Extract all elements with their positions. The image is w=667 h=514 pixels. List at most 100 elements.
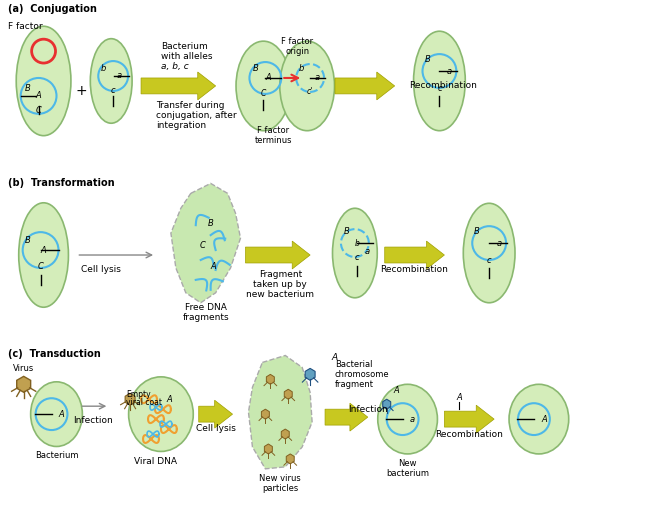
Polygon shape — [325, 403, 368, 431]
Text: Empty: Empty — [126, 390, 151, 399]
Ellipse shape — [414, 31, 466, 131]
Text: c: c — [111, 86, 115, 96]
Text: Bacterium: Bacterium — [35, 451, 78, 461]
Polygon shape — [264, 444, 272, 454]
Text: Bacterium: Bacterium — [161, 42, 207, 51]
Text: Recombination: Recombination — [410, 81, 478, 90]
Text: Recombination: Recombination — [381, 265, 448, 274]
Polygon shape — [171, 183, 241, 303]
Text: fragment: fragment — [335, 380, 374, 389]
Polygon shape — [266, 374, 274, 384]
Text: B: B — [425, 54, 430, 64]
Text: (c)  Transduction: (c) Transduction — [8, 350, 101, 359]
Polygon shape — [17, 376, 31, 392]
Ellipse shape — [279, 41, 334, 131]
Polygon shape — [335, 72, 395, 100]
Polygon shape — [281, 429, 289, 439]
Text: A: A — [211, 263, 217, 271]
Text: F factor: F factor — [257, 126, 289, 135]
Text: c': c' — [307, 87, 313, 97]
Text: A: A — [456, 393, 462, 402]
Text: Cell lysis: Cell lysis — [195, 424, 235, 433]
Text: chromosome: chromosome — [335, 370, 390, 379]
Text: B: B — [253, 64, 258, 72]
Text: b: b — [299, 64, 304, 72]
Polygon shape — [261, 409, 269, 419]
Polygon shape — [284, 389, 292, 399]
Text: a, b, c: a, b, c — [161, 62, 189, 70]
Polygon shape — [383, 399, 391, 409]
Text: Recombination: Recombination — [436, 430, 503, 438]
Text: F factor: F factor — [281, 36, 313, 46]
Text: C: C — [200, 241, 205, 250]
Text: a: a — [496, 238, 502, 248]
Text: Virus: Virus — [13, 364, 34, 373]
Text: A: A — [166, 395, 172, 403]
Text: fragments: fragments — [182, 313, 229, 322]
Text: C: C — [37, 263, 43, 271]
Ellipse shape — [378, 384, 438, 454]
Text: B: B — [25, 84, 31, 94]
Text: c: c — [487, 256, 492, 265]
Text: b: b — [101, 64, 106, 72]
Polygon shape — [245, 241, 310, 269]
Text: B: B — [474, 227, 479, 235]
Text: B: B — [25, 235, 31, 245]
Ellipse shape — [16, 26, 71, 136]
Ellipse shape — [90, 39, 132, 123]
Text: Bacterial: Bacterial — [335, 360, 372, 369]
Text: taken up by: taken up by — [253, 280, 307, 289]
Text: A: A — [36, 91, 41, 100]
Text: a: a — [410, 415, 415, 424]
Polygon shape — [199, 400, 233, 428]
Text: A: A — [394, 386, 400, 395]
Text: a: a — [364, 247, 370, 255]
Text: Free DNA: Free DNA — [185, 303, 227, 312]
Polygon shape — [286, 454, 294, 464]
Text: New: New — [398, 460, 417, 468]
Text: particles: particles — [262, 484, 298, 493]
Text: Infection: Infection — [348, 405, 388, 414]
Text: A: A — [541, 415, 547, 424]
Text: New virus: New virus — [259, 474, 301, 483]
Text: c: c — [437, 84, 442, 94]
Text: +: + — [75, 84, 87, 98]
Text: viral coat: viral coat — [126, 398, 162, 407]
Ellipse shape — [509, 384, 569, 454]
Text: A: A — [332, 353, 338, 362]
Text: new bacterium: new bacterium — [246, 290, 314, 299]
Text: B: B — [208, 218, 213, 228]
Ellipse shape — [19, 203, 69, 307]
Text: Fragment: Fragment — [259, 270, 302, 280]
Text: c: c — [355, 253, 360, 263]
Text: C: C — [35, 106, 41, 115]
Text: with alleles: with alleles — [161, 51, 212, 61]
Text: Viral DNA: Viral DNA — [135, 457, 177, 466]
Polygon shape — [125, 393, 135, 405]
Text: C: C — [261, 89, 266, 98]
Polygon shape — [305, 369, 315, 380]
Text: B: B — [344, 227, 350, 235]
Ellipse shape — [236, 41, 291, 131]
Polygon shape — [444, 405, 494, 433]
Text: F factor: F factor — [8, 22, 43, 31]
Text: A: A — [265, 74, 271, 82]
Text: Transfer during: Transfer during — [156, 101, 225, 111]
Text: b: b — [354, 238, 360, 248]
Text: a: a — [117, 71, 121, 81]
Text: conjugation, after: conjugation, after — [156, 111, 237, 120]
Text: a: a — [447, 66, 452, 76]
Ellipse shape — [333, 208, 378, 298]
Text: bacterium: bacterium — [386, 469, 429, 479]
Ellipse shape — [129, 377, 193, 451]
Text: Cell lysis: Cell lysis — [81, 265, 121, 274]
Polygon shape — [385, 241, 444, 269]
Text: (a)  Conjugation: (a) Conjugation — [8, 4, 97, 14]
Text: A: A — [41, 246, 47, 254]
Text: (b)  Transformation: (b) Transformation — [8, 178, 115, 189]
Polygon shape — [141, 72, 215, 100]
Text: origin: origin — [285, 47, 309, 56]
Text: a: a — [315, 74, 319, 82]
Ellipse shape — [31, 382, 82, 447]
Polygon shape — [249, 356, 312, 469]
